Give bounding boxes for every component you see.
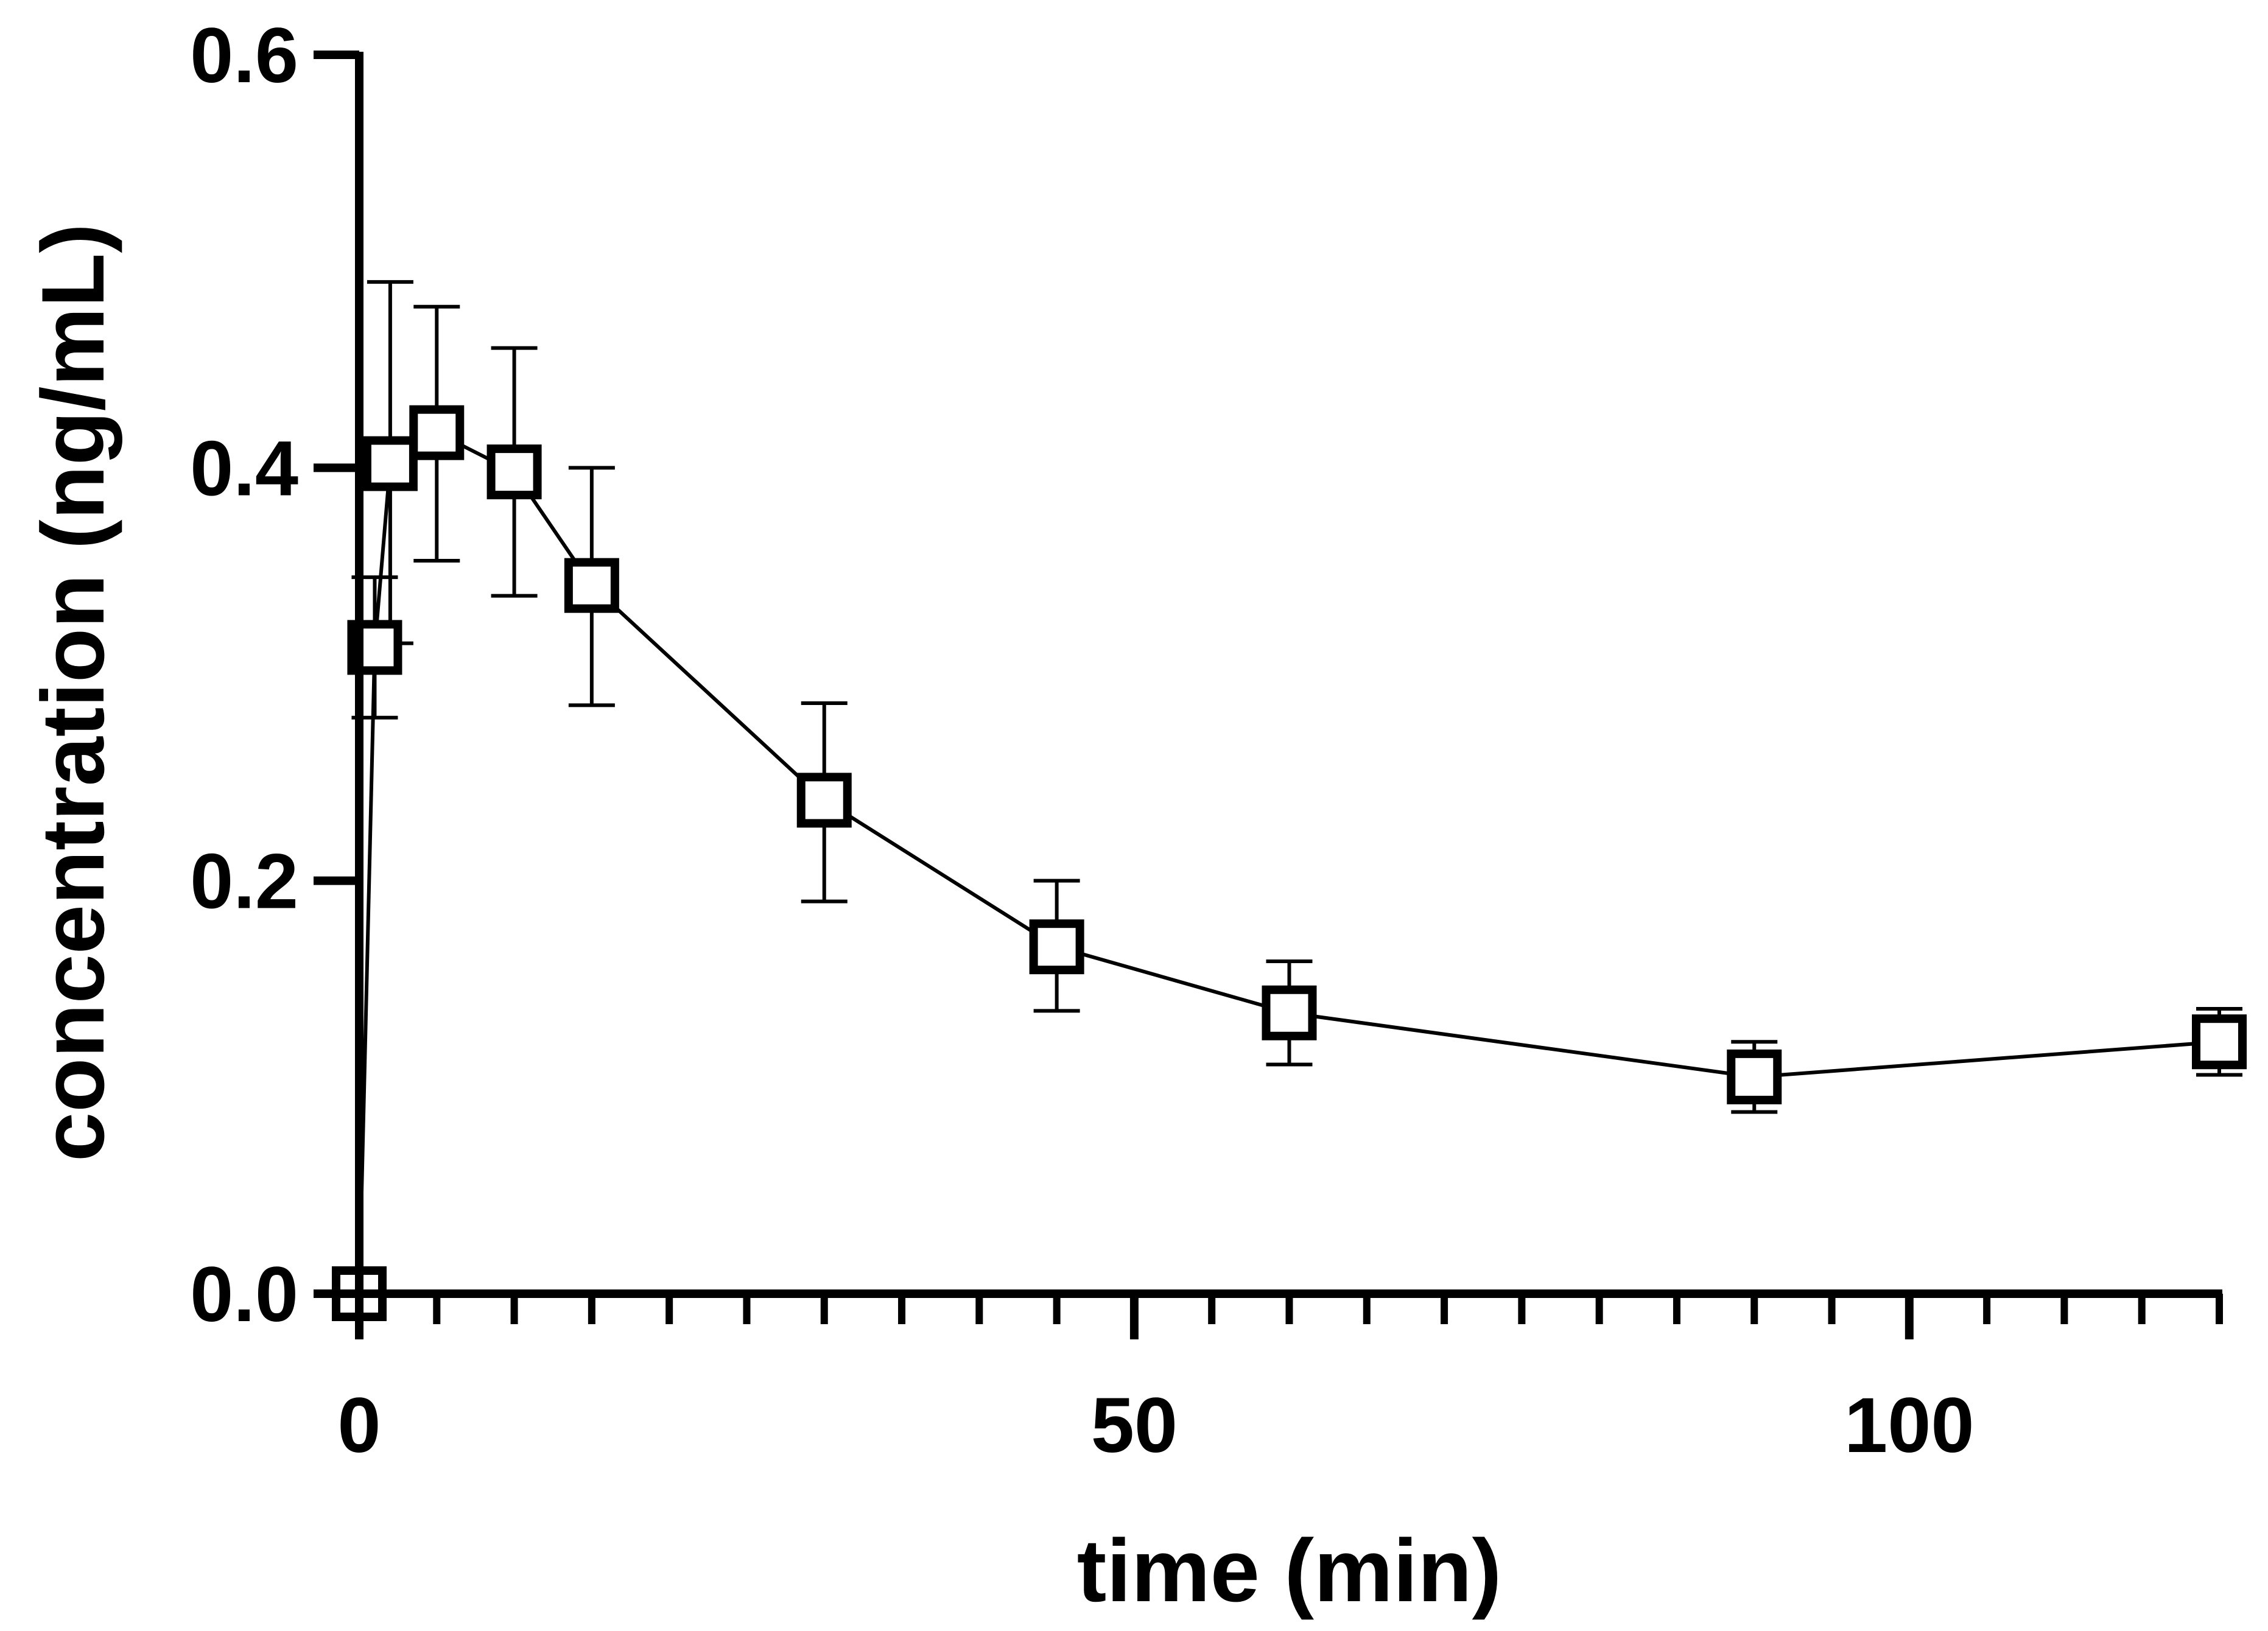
data-point: [362, 436, 418, 491]
y-tick-label: 0.2: [190, 838, 298, 925]
x-tick-label: 100: [1844, 1382, 1975, 1469]
y-axis-title: concentration (ng/mL): [23, 223, 122, 1162]
data-point: [1262, 985, 1317, 1040]
x-axis-title: time (min): [1077, 1521, 1502, 1620]
data-point: [486, 444, 542, 500]
data-point: [1029, 919, 1084, 975]
tick-labels: 0.0 0.2 0.4 0.6 0 50 100: [190, 12, 1975, 1469]
x-tick-label: 0: [337, 1382, 381, 1469]
data-point: [1727, 1049, 1782, 1104]
data-point: [796, 773, 852, 828]
data-point: [2192, 1014, 2247, 1070]
data-point: [409, 405, 465, 460]
y-tick-label: 0.6: [190, 12, 298, 99]
y-tick-label: 0.4: [190, 425, 298, 512]
data-point: [564, 558, 619, 613]
x-tick-label: 50: [1091, 1382, 1178, 1469]
axes: [314, 51, 2223, 1339]
y-tick-label: 0.0: [190, 1251, 298, 1338]
